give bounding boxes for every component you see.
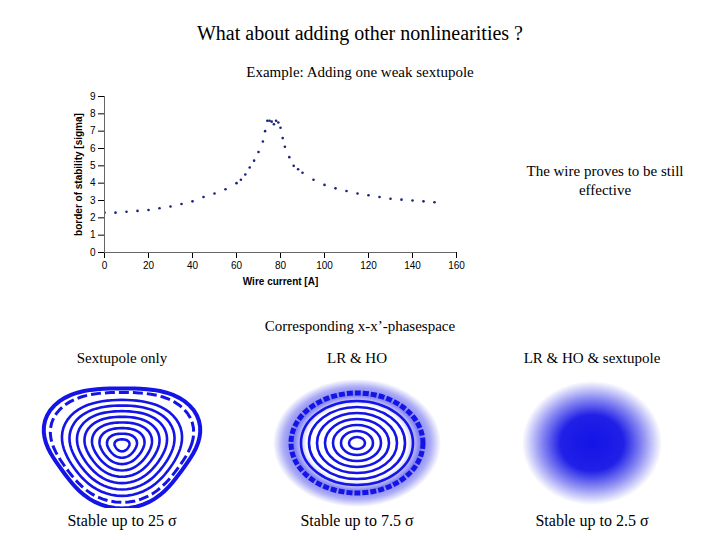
html-text:Stable up to 25 σ: Stable up to 25 σ bbox=[67, 512, 177, 529]
svg-text:0: 0 bbox=[102, 260, 108, 271]
svg-text:60: 60 bbox=[231, 260, 243, 271]
svg-text:1: 1 bbox=[90, 229, 96, 240]
html-text:Stable up to 2.5 σ: Stable up to 2.5 σ bbox=[535, 512, 649, 529]
svg-text:border of stability [sigma]: border of stability [sigma] bbox=[73, 113, 84, 236]
html-text:The wire proves to be still ef: The wire proves to be still effective bbox=[526, 163, 684, 198]
svg-text:120: 120 bbox=[360, 260, 377, 271]
svg-text:8: 8 bbox=[90, 108, 96, 119]
html-text:LR & HO: LR & HO bbox=[327, 350, 387, 366]
svg-text:5: 5 bbox=[90, 160, 96, 171]
html-text:Corresponding x-x’-phasespace: Corresponding x-x’-phasespace bbox=[264, 318, 456, 334]
svg-text:0: 0 bbox=[90, 247, 96, 258]
html-text:Example: Adding one weak sextu: Example: Adding one weak sextupole bbox=[246, 64, 474, 80]
svg-text:4: 4 bbox=[90, 177, 96, 188]
svg-text:9: 9 bbox=[90, 91, 96, 102]
svg-text:140: 140 bbox=[404, 260, 421, 271]
svg-text:6: 6 bbox=[90, 143, 96, 154]
svg-text:3: 3 bbox=[90, 195, 96, 206]
svg-text:Wire current [A]: Wire current [A] bbox=[243, 276, 318, 287]
svg-text:160: 160 bbox=[448, 260, 465, 271]
html-text:What about adding other nonlin: What about adding other nonlinearities ? bbox=[197, 22, 523, 44]
svg-text:80: 80 bbox=[275, 260, 287, 271]
svg-text:7: 7 bbox=[90, 125, 96, 136]
svg-text:100: 100 bbox=[316, 260, 333, 271]
svg-text:40: 40 bbox=[187, 260, 199, 271]
html-text:Sextupole only: Sextupole only bbox=[76, 350, 168, 366]
html-text:Stable up to 7.5 σ: Stable up to 7.5 σ bbox=[300, 512, 414, 529]
html-text:LR & HO & sextupole: LR & HO & sextupole bbox=[523, 350, 661, 366]
svg-text:2: 2 bbox=[90, 212, 96, 223]
svg-text:20: 20 bbox=[143, 260, 155, 271]
